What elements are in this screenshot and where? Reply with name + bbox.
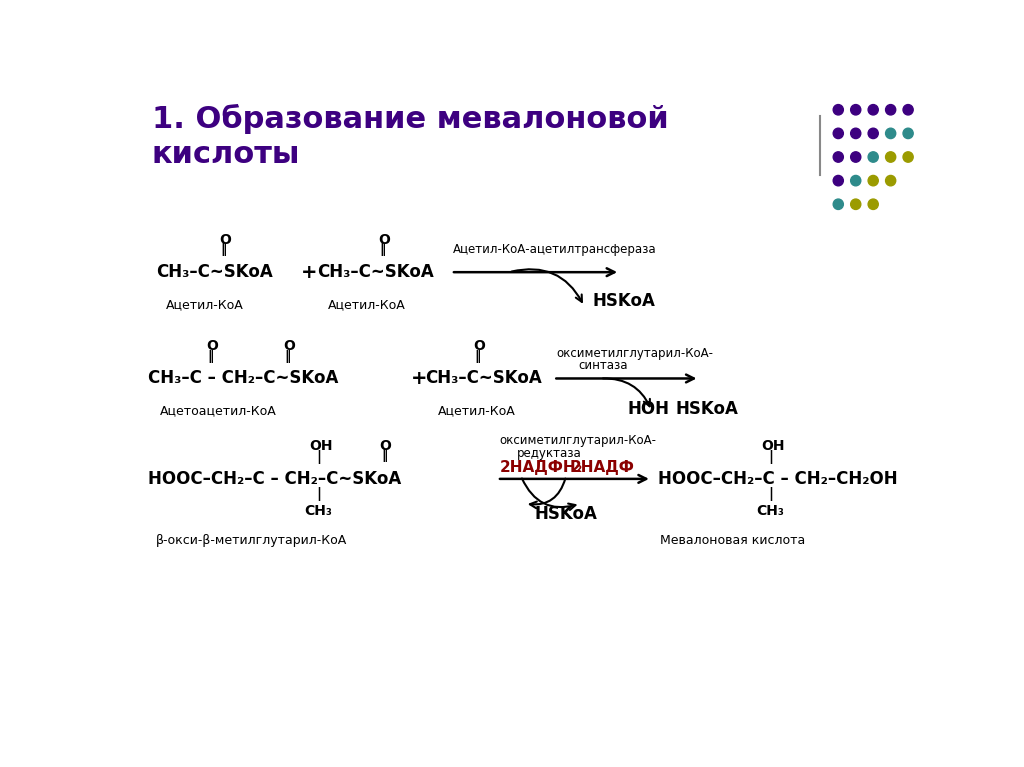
Text: Мевалоновая кислота: Мевалоновая кислота	[659, 535, 805, 548]
Text: O: O	[219, 232, 231, 247]
Text: |: |	[316, 450, 322, 464]
Text: +: +	[412, 369, 428, 388]
Text: 2НАДФH₂: 2НАДФH₂	[500, 459, 583, 475]
Ellipse shape	[851, 152, 861, 162]
Text: β-окси-β-метилглутарил-КоА: β-окси-β-метилглутарил-КоА	[156, 535, 347, 548]
Text: O: O	[473, 339, 485, 353]
Text: оксиметилглутарил-КоА-: оксиметилглутарил-КоА-	[557, 347, 714, 360]
Ellipse shape	[868, 128, 879, 139]
Ellipse shape	[851, 176, 861, 186]
Text: ‖: ‖	[285, 350, 291, 363]
Text: HOH: HOH	[628, 400, 670, 418]
Ellipse shape	[834, 128, 844, 139]
Ellipse shape	[834, 104, 844, 115]
Text: +: +	[301, 262, 317, 281]
Ellipse shape	[903, 128, 913, 139]
Text: оксиметилглутарил-КоА-: оксиметилглутарил-КоА-	[500, 434, 656, 447]
Text: CH₃: CH₃	[757, 505, 784, 518]
Text: |: |	[768, 450, 773, 464]
Ellipse shape	[834, 176, 844, 186]
Ellipse shape	[868, 176, 879, 186]
Text: ‖: ‖	[207, 350, 214, 363]
Ellipse shape	[851, 199, 861, 209]
Ellipse shape	[834, 199, 844, 209]
Text: OH: OH	[309, 439, 333, 453]
Ellipse shape	[868, 104, 879, 115]
Text: |: |	[768, 486, 773, 501]
Ellipse shape	[851, 128, 861, 139]
Text: Ацетоацетил-КоА: Ацетоацетил-КоА	[160, 404, 276, 417]
Text: HOOC–CH₂–C – CH₂–CH₂OH: HOOC–CH₂–C – CH₂–CH₂OH	[658, 470, 898, 488]
Text: ‖: ‖	[221, 243, 227, 256]
Ellipse shape	[886, 128, 896, 139]
Text: Ацетил-КоА: Ацетил-КоА	[437, 404, 515, 417]
Text: синтаза: синтаза	[579, 359, 629, 372]
Text: ‖: ‖	[475, 350, 481, 363]
Text: O: O	[206, 339, 218, 353]
Ellipse shape	[886, 152, 896, 162]
Ellipse shape	[903, 104, 913, 115]
Text: 2НАДФ: 2НАДФ	[570, 459, 635, 475]
Text: OH: OH	[761, 439, 784, 453]
Text: редуктаза: редуктаза	[517, 447, 582, 460]
Text: Ацетил-КоА: Ацетил-КоА	[328, 298, 406, 311]
Text: HSKoA: HSKoA	[676, 400, 738, 418]
Text: |: |	[316, 486, 322, 501]
Text: ‖: ‖	[381, 449, 387, 462]
Text: O: O	[283, 339, 295, 353]
Text: HSKoA: HSKoA	[592, 291, 655, 310]
Text: CH₃: CH₃	[304, 505, 332, 518]
Text: HOOC–CH₂–C – CH₂–C~SKoA: HOOC–CH₂–C – CH₂–C~SKoA	[147, 470, 401, 488]
Text: CH₃–C~SKoA: CH₃–C~SKoA	[316, 263, 433, 281]
Ellipse shape	[868, 199, 879, 209]
Text: Ацетил-КоА-ацетилтрансфераза: Ацетил-КоА-ацетилтрансфераза	[454, 243, 657, 256]
Text: CH₃–C~SKoA: CH₃–C~SKoA	[156, 263, 272, 281]
Ellipse shape	[886, 176, 896, 186]
Text: Ацетил-КоА: Ацетил-КоА	[166, 298, 244, 311]
Ellipse shape	[903, 152, 913, 162]
Text: HSKoA: HSKoA	[535, 505, 597, 523]
Ellipse shape	[886, 104, 896, 115]
Text: CH₃–C – CH₂–C~SKoA: CH₃–C – CH₂–C~SKoA	[147, 370, 338, 387]
Text: O: O	[378, 232, 390, 247]
Text: ‖: ‖	[380, 243, 386, 256]
Text: 1. Образование мевалоновой: 1. Образование мевалоновой	[152, 104, 669, 133]
Text: O: O	[379, 439, 390, 453]
Text: кислоты: кислоты	[152, 140, 300, 169]
Ellipse shape	[868, 152, 879, 162]
Text: CH₃–C~SKoA: CH₃–C~SKoA	[426, 370, 543, 387]
Ellipse shape	[851, 104, 861, 115]
Ellipse shape	[834, 152, 844, 162]
